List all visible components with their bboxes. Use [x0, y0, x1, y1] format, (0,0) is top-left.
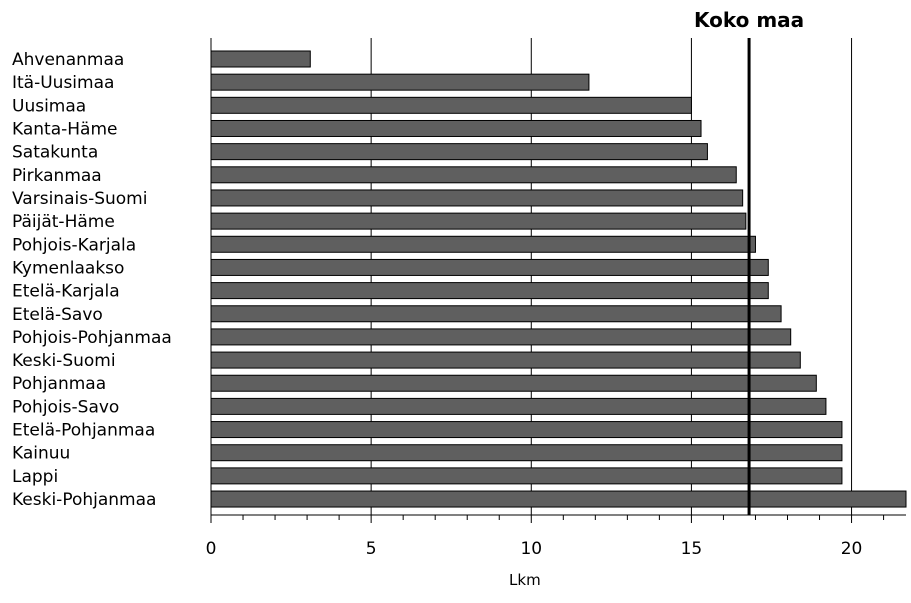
category-label: Itä-Uusimaa	[12, 73, 114, 93]
reference-line-group: Koko maa	[694, 8, 804, 515]
x-tick-label: 15	[681, 539, 703, 559]
bar	[210, 166, 737, 184]
bar	[210, 374, 817, 392]
bar	[210, 305, 782, 323]
bar	[210, 73, 590, 91]
x-axis: 0 5 10 15 20	[206, 514, 906, 559]
bar	[210, 490, 907, 508]
bar	[210, 235, 756, 253]
category-label: Pohjois-Pohjanmaa	[12, 328, 172, 348]
category-label: Varsinais-Suomi	[12, 189, 147, 209]
bar	[210, 258, 769, 276]
bar	[210, 189, 744, 207]
category-label: Kanta-Häme	[12, 119, 117, 139]
x-tick-label: 20	[841, 539, 863, 559]
bar	[210, 421, 843, 439]
category-label: Satakunta	[12, 143, 98, 163]
bar	[210, 212, 747, 230]
bar	[210, 50, 311, 68]
category-label: Ahvenanmaa	[12, 50, 124, 70]
category-label: Kainuu	[12, 444, 70, 464]
category-label: Päijät-Häme	[12, 212, 115, 232]
category-label: Pohjois-Karjala	[12, 235, 136, 255]
bar	[210, 397, 827, 415]
category-label: Pohjois-Savo	[12, 397, 119, 417]
category-label: Uusimaa	[12, 96, 86, 116]
category-label: Etelä-Karjala	[12, 282, 120, 302]
category-label: Etelä-Pohjanmaa	[12, 421, 155, 441]
category-label: Keski-Suomi	[12, 351, 116, 371]
category-labels: Ahvenanmaa Itä-Uusimaa Uusimaa Kanta-Häme Sa…	[12, 50, 172, 510]
bar	[210, 351, 801, 369]
bar	[210, 282, 769, 300]
bar	[210, 119, 702, 137]
category-label: Keski-Pohjanmaa	[12, 490, 156, 510]
bars	[210, 50, 907, 508]
category-label: Kymenlaakso	[12, 258, 124, 278]
bar	[210, 328, 792, 346]
x-tick-label: 10	[520, 539, 542, 559]
x-tick-label: 5	[366, 539, 377, 559]
x-tick-label: 0	[206, 539, 217, 559]
category-label: Pirkanmaa	[12, 166, 102, 186]
bar	[210, 96, 692, 114]
category-label: Pohjanmaa	[12, 374, 106, 394]
bar	[210, 444, 843, 462]
bar	[210, 143, 708, 161]
reference-line-label: Koko maa	[694, 8, 804, 32]
category-label: Lappi	[12, 467, 58, 487]
x-axis-title: Lkm	[509, 571, 541, 589]
category-label: Etelä-Savo	[12, 305, 103, 325]
bar	[210, 467, 843, 485]
